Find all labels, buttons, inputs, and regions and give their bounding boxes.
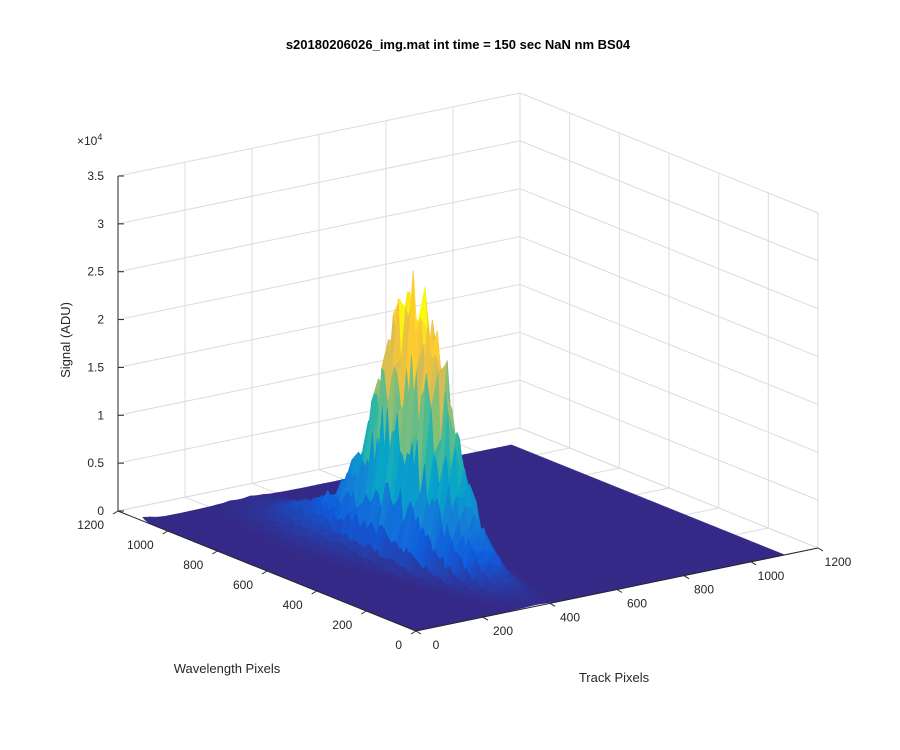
grid-line	[117, 283, 521, 368]
grid-line	[519, 92, 819, 214]
grid-line	[519, 188, 819, 310]
surface	[142, 270, 786, 632]
grid-line	[519, 140, 819, 262]
grid-line	[117, 331, 521, 416]
grid-line	[117, 140, 521, 225]
grid-line	[117, 92, 521, 177]
grid-line	[519, 331, 819, 453]
grid-line	[117, 188, 521, 273]
grid-line	[117, 236, 521, 321]
grid-line	[519, 379, 819, 501]
grid-line	[117, 379, 521, 464]
grid-line	[519, 283, 819, 405]
grid-line	[519, 236, 819, 358]
